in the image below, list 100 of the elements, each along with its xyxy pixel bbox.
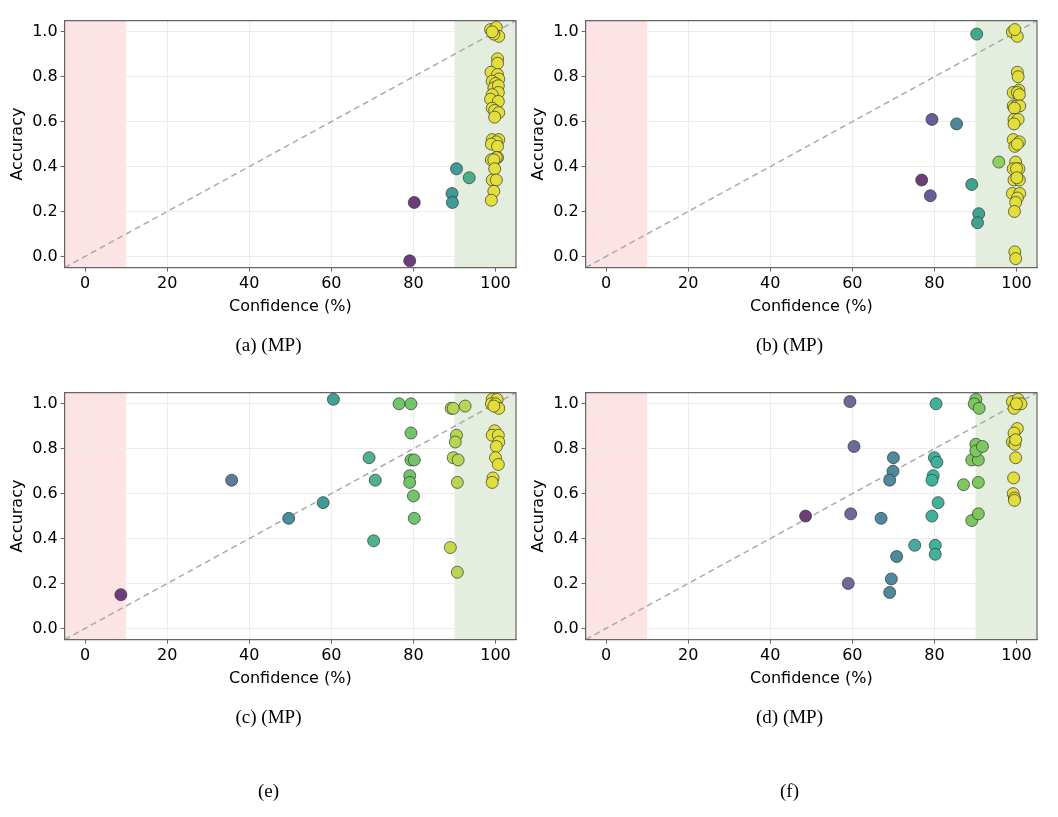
point [404,426,418,440]
x-tick-label: 20 [157,273,178,293]
x-tick-label: 60 [842,273,863,293]
text: (e) [256,780,281,803]
x-tick-label: 100 [480,645,511,665]
text: (c) (MP) [234,706,303,729]
y-tick-label: 0.8 [32,437,58,457]
point [407,196,421,209]
point [485,476,499,489]
point [485,193,498,207]
x-axis-title: Confidence (%) [228,295,352,315]
point [965,178,979,191]
point [446,196,459,209]
x-tick-label: 100 [1001,645,1032,665]
point [114,588,128,602]
point [874,512,888,525]
point [971,507,985,521]
point [925,473,939,487]
point [884,572,898,586]
x-tick-label: 0 [601,273,612,293]
y-axis-title: Accuracy [6,479,26,553]
point [915,173,929,187]
point [950,117,963,131]
y-tick-label: 0.2 [32,572,58,592]
x-tick-label: 40 [239,273,260,293]
point [923,189,937,203]
point [282,512,296,525]
point [847,440,861,453]
y-tick-label: 0.0 [553,617,579,637]
y-tick-label: 0.6 [32,482,58,502]
y-tick-label: 0.4 [32,155,58,175]
x-tick-label: 40 [760,273,781,293]
point [992,155,1006,169]
y-tick-label: 0.4 [32,527,58,547]
x-tick-label: 20 [157,645,178,665]
x-tick-label: 20 [678,645,699,665]
point [450,565,464,579]
y-axis-title: Accuracy [527,107,547,181]
point [930,455,944,469]
point [491,140,504,153]
point [908,538,922,552]
y-tick-label: 0.6 [553,482,579,502]
point [1011,70,1025,84]
point [450,162,463,176]
point [971,216,984,230]
y-tick-label: 0.0 [32,245,58,265]
point [799,509,812,523]
point [367,534,380,548]
point [368,473,382,487]
point [972,401,986,415]
y-tick-label: 1.0 [32,392,58,412]
text: (a) (MP) [234,334,303,357]
point [362,451,376,465]
x-tick-label: 80 [924,273,945,293]
point [976,440,989,453]
point [1008,205,1021,218]
point [488,110,502,124]
point [392,397,406,411]
x-tick-label: 0 [80,273,91,293]
x-tick-label: 100 [1001,273,1032,293]
y-tick-label: 0.6 [32,110,58,130]
y-tick-label: 1.0 [553,392,579,412]
x-tick-label: 80 [403,645,424,665]
y-tick-label: 0.8 [32,65,58,85]
point [462,171,476,185]
point [1007,117,1021,131]
x-tick-label: 0 [601,645,612,665]
point [225,473,238,487]
x-tick-label: 100 [480,273,511,293]
y-tick-label: 0.0 [553,245,579,265]
x-tick-label: 40 [239,645,260,665]
y-tick-label: 0.6 [553,110,579,130]
x-axis-title: Confidence (%) [228,667,352,687]
point [844,507,858,521]
point [925,509,939,523]
y-tick-label: 0.8 [553,65,579,85]
point [316,496,330,509]
point [1009,433,1023,447]
x-tick-label: 60 [321,273,342,293]
point [928,547,942,561]
point [887,451,900,465]
x-tick-label: 80 [924,645,945,665]
point [843,395,857,408]
point [883,586,897,599]
point [491,56,504,70]
x-tick-label: 60 [321,645,342,665]
point [489,440,503,453]
point [327,392,340,406]
point [841,577,855,590]
point [890,550,904,563]
point [488,162,502,176]
y-tick-label: 0.2 [553,200,579,220]
y-axis-title: Accuracy [527,479,547,553]
point [403,254,417,268]
x-tick-label: 0 [80,645,91,665]
x-axis-title: Confidence (%) [749,295,873,315]
point [448,435,462,449]
point [407,489,420,503]
point [957,478,970,492]
point [883,473,897,487]
